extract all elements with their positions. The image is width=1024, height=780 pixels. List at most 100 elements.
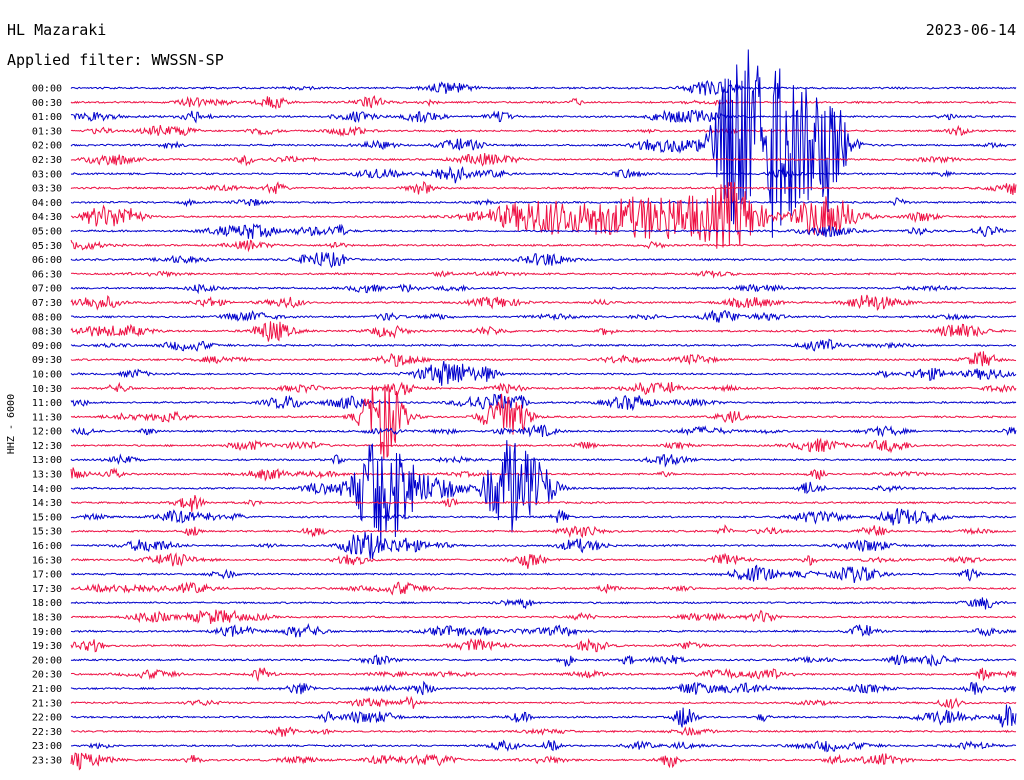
filter-label: Applied filter: WWSSN-SP: [7, 51, 224, 69]
seismic-trace-row: [70, 564, 1017, 583]
row-time-label: 14:00: [32, 484, 62, 495]
seismic-trace-row: [70, 752, 1017, 771]
row-time-label: 22:30: [32, 727, 62, 738]
seismic-trace-row: [70, 467, 1017, 482]
row-time-label: 21:30: [32, 698, 62, 709]
seismic-trace-row: [70, 393, 1017, 412]
row-time-label: 01:30: [32, 126, 62, 137]
row-time-label: 12:00: [32, 427, 62, 438]
row-time-label: 01:00: [32, 112, 62, 123]
seismic-trace-row: [70, 623, 1017, 638]
row-time-label: 20:30: [32, 670, 62, 681]
seismic-trace-row: [70, 223, 1017, 239]
row-time-label: 12:30: [32, 441, 62, 452]
seismic-trace-row: [70, 704, 1017, 728]
seismic-trace-row: [70, 109, 1017, 124]
seismic-trace-row: [70, 695, 1017, 710]
row-time-label: 19:00: [32, 627, 62, 638]
row-time-label: 18:00: [32, 598, 62, 609]
seismic-trace-row: [70, 597, 1017, 610]
trace-group: [70, 49, 1017, 771]
seismic-trace-row: [70, 381, 1017, 396]
row-time-label: 00:00: [32, 84, 62, 95]
seismic-trace-row: [70, 726, 1017, 737]
row-time-label: 23:00: [32, 741, 62, 752]
row-time-label: 10:30: [32, 384, 62, 395]
seismic-trace-row: [70, 351, 1017, 367]
seismic-trace-row: [70, 384, 1017, 460]
seismic-trace-row: [70, 124, 1017, 137]
channel-label: HHZ - 6000: [6, 394, 17, 454]
row-time-label: 09:30: [32, 355, 62, 366]
seismic-trace-row: [70, 251, 1017, 269]
row-time-label: 13:30: [32, 470, 62, 481]
row-time-label: 14:30: [32, 498, 62, 509]
seismic-trace-row: [70, 495, 1017, 512]
row-time-label: 20:00: [32, 655, 62, 666]
station-name: HL Mazaraki: [7, 21, 107, 39]
seismic-trace-row: [70, 49, 1017, 238]
seismic-trace-row: [70, 637, 1017, 653]
seismic-trace-row: [70, 424, 1017, 438]
row-time-label: 15:30: [32, 527, 62, 538]
row-time-label: 09:00: [32, 341, 62, 352]
seismic-trace-row: [70, 524, 1017, 539]
seismic-trace-row: [70, 552, 1017, 569]
row-time-label: 05:00: [32, 226, 62, 237]
seismic-trace-row: [70, 453, 1017, 468]
row-time-label: 03:00: [32, 169, 62, 180]
row-time-label: 03:30: [32, 184, 62, 195]
seismic-trace-row: [70, 321, 1017, 342]
seismic-trace-row: [71, 739, 1017, 753]
seismic-trace-row: [70, 360, 1017, 386]
seismic-trace-row: [70, 667, 1017, 683]
seismic-trace-row: [70, 180, 1017, 195]
row-time-label: 22:00: [32, 713, 62, 724]
seismic-trace-row: [70, 437, 1017, 454]
row-time-label: 05:30: [32, 241, 62, 252]
seismic-trace-row: [70, 581, 1017, 596]
seismic-trace-row: [70, 182, 1017, 249]
row-time-label: 11:00: [32, 398, 62, 409]
row-time-label: 04:30: [32, 212, 62, 223]
row-time-label: 00:30: [32, 98, 62, 109]
row-time-label: 17:00: [32, 570, 62, 581]
row-time-label: 07:00: [32, 284, 62, 295]
row-time-label: 07:30: [32, 298, 62, 309]
row-time-label: 10:00: [32, 369, 62, 380]
row-time-label: 02:00: [32, 141, 62, 152]
row-time-label: 04:00: [32, 198, 62, 209]
row-time-label: 13:00: [32, 455, 62, 466]
seismic-trace-row: [70, 294, 1017, 311]
row-time-label: 19:30: [32, 641, 62, 652]
seismic-trace-row: [70, 153, 1017, 167]
seismic-trace-row: [70, 508, 1017, 526]
seismic-trace-row: [70, 239, 1017, 253]
seismic-trace-row: [70, 653, 1017, 668]
seismic-trace-row: [70, 165, 1017, 184]
row-time-label: 21:00: [32, 684, 62, 695]
row-time-label: 16:30: [32, 555, 62, 566]
seismic-trace-row: [70, 609, 1017, 625]
row-time-label: 11:30: [32, 412, 62, 423]
seismic-trace-row: [70, 309, 1017, 323]
row-time-label: 08:00: [32, 312, 62, 323]
seismic-trace-row: [70, 79, 1017, 96]
seismic-trace-row: [70, 269, 1017, 279]
seismic-trace-row: [70, 95, 1017, 110]
row-time-label: 18:30: [32, 613, 62, 624]
row-time-label: 23:30: [32, 756, 62, 767]
row-time-label: 06:00: [32, 255, 62, 266]
seismic-trace-row: [70, 531, 1017, 559]
seismic-trace-row: [70, 680, 1017, 696]
record-date: 2023-06-14: [925, 21, 1016, 39]
seismic-trace-row: [70, 440, 1017, 546]
seismic-trace-row: [70, 197, 1017, 208]
row-time-label: 06:30: [32, 269, 62, 280]
row-time-label: 08:30: [32, 327, 62, 338]
seismic-trace-row: [70, 283, 1017, 295]
row-time-label: 15:00: [32, 512, 62, 523]
seismic-trace-row: [70, 338, 1017, 352]
row-time-label: 02:30: [32, 155, 62, 166]
